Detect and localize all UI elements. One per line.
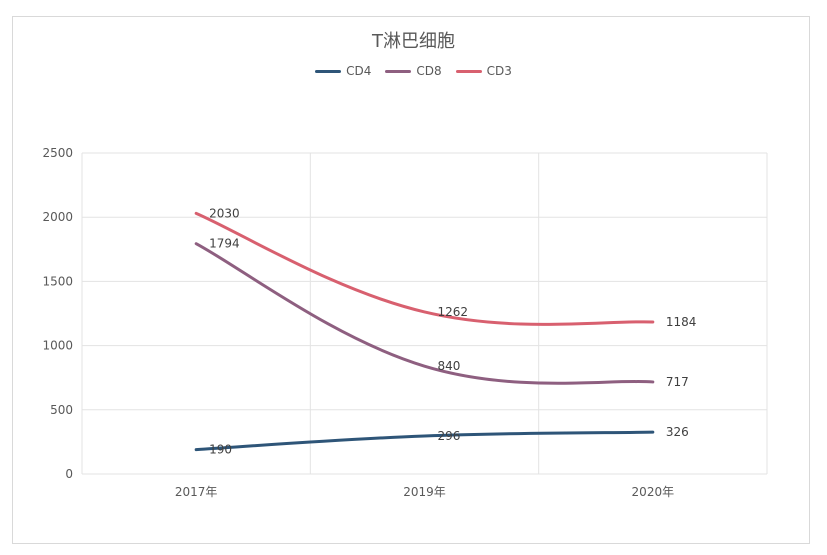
data-label: 296 [438, 429, 461, 443]
legend-label: CD3 [486, 64, 512, 78]
y-tick-label: 0 [65, 467, 73, 481]
data-label: 190 [209, 443, 232, 457]
data-label: 840 [438, 359, 461, 373]
legend-label: CD8 [416, 64, 442, 78]
y-tick-label: 1500 [42, 274, 73, 288]
series-line-cd8 [194, 242, 655, 385]
series-line-cd3 [194, 211, 655, 326]
x-tick-label: 2019年 [403, 485, 446, 499]
x-tick-label: 2020年 [632, 485, 675, 499]
chart-title: T淋巴细胞 [372, 31, 455, 52]
chart-frame [12, 16, 810, 544]
legend: CD4 CD8 CD3 [0, 64, 827, 78]
data-label: 326 [666, 425, 689, 439]
data-label: 1262 [438, 305, 469, 319]
data-label: 1184 [666, 315, 697, 329]
x-tick-label: 2017年 [175, 485, 218, 499]
y-tick-label: 1000 [42, 339, 73, 353]
legend-swatch [385, 69, 412, 73]
legend-item-cd4: CD4 [315, 64, 371, 78]
data-label: 1794 [209, 237, 240, 251]
data-label: 717 [666, 375, 689, 389]
series-line-cd4 [194, 430, 655, 452]
legend-swatch [455, 69, 482, 73]
y-tick-label: 500 [50, 403, 73, 417]
data-label: 2030 [209, 206, 240, 220]
legend-item-cd8: CD8 [385, 64, 442, 78]
legend-item-cd3: CD3 [455, 64, 512, 78]
legend-swatch [315, 69, 342, 73]
legend-label: CD4 [346, 64, 372, 78]
y-tick-label: 2500 [42, 146, 73, 160]
y-tick-label: 2000 [42, 210, 73, 224]
